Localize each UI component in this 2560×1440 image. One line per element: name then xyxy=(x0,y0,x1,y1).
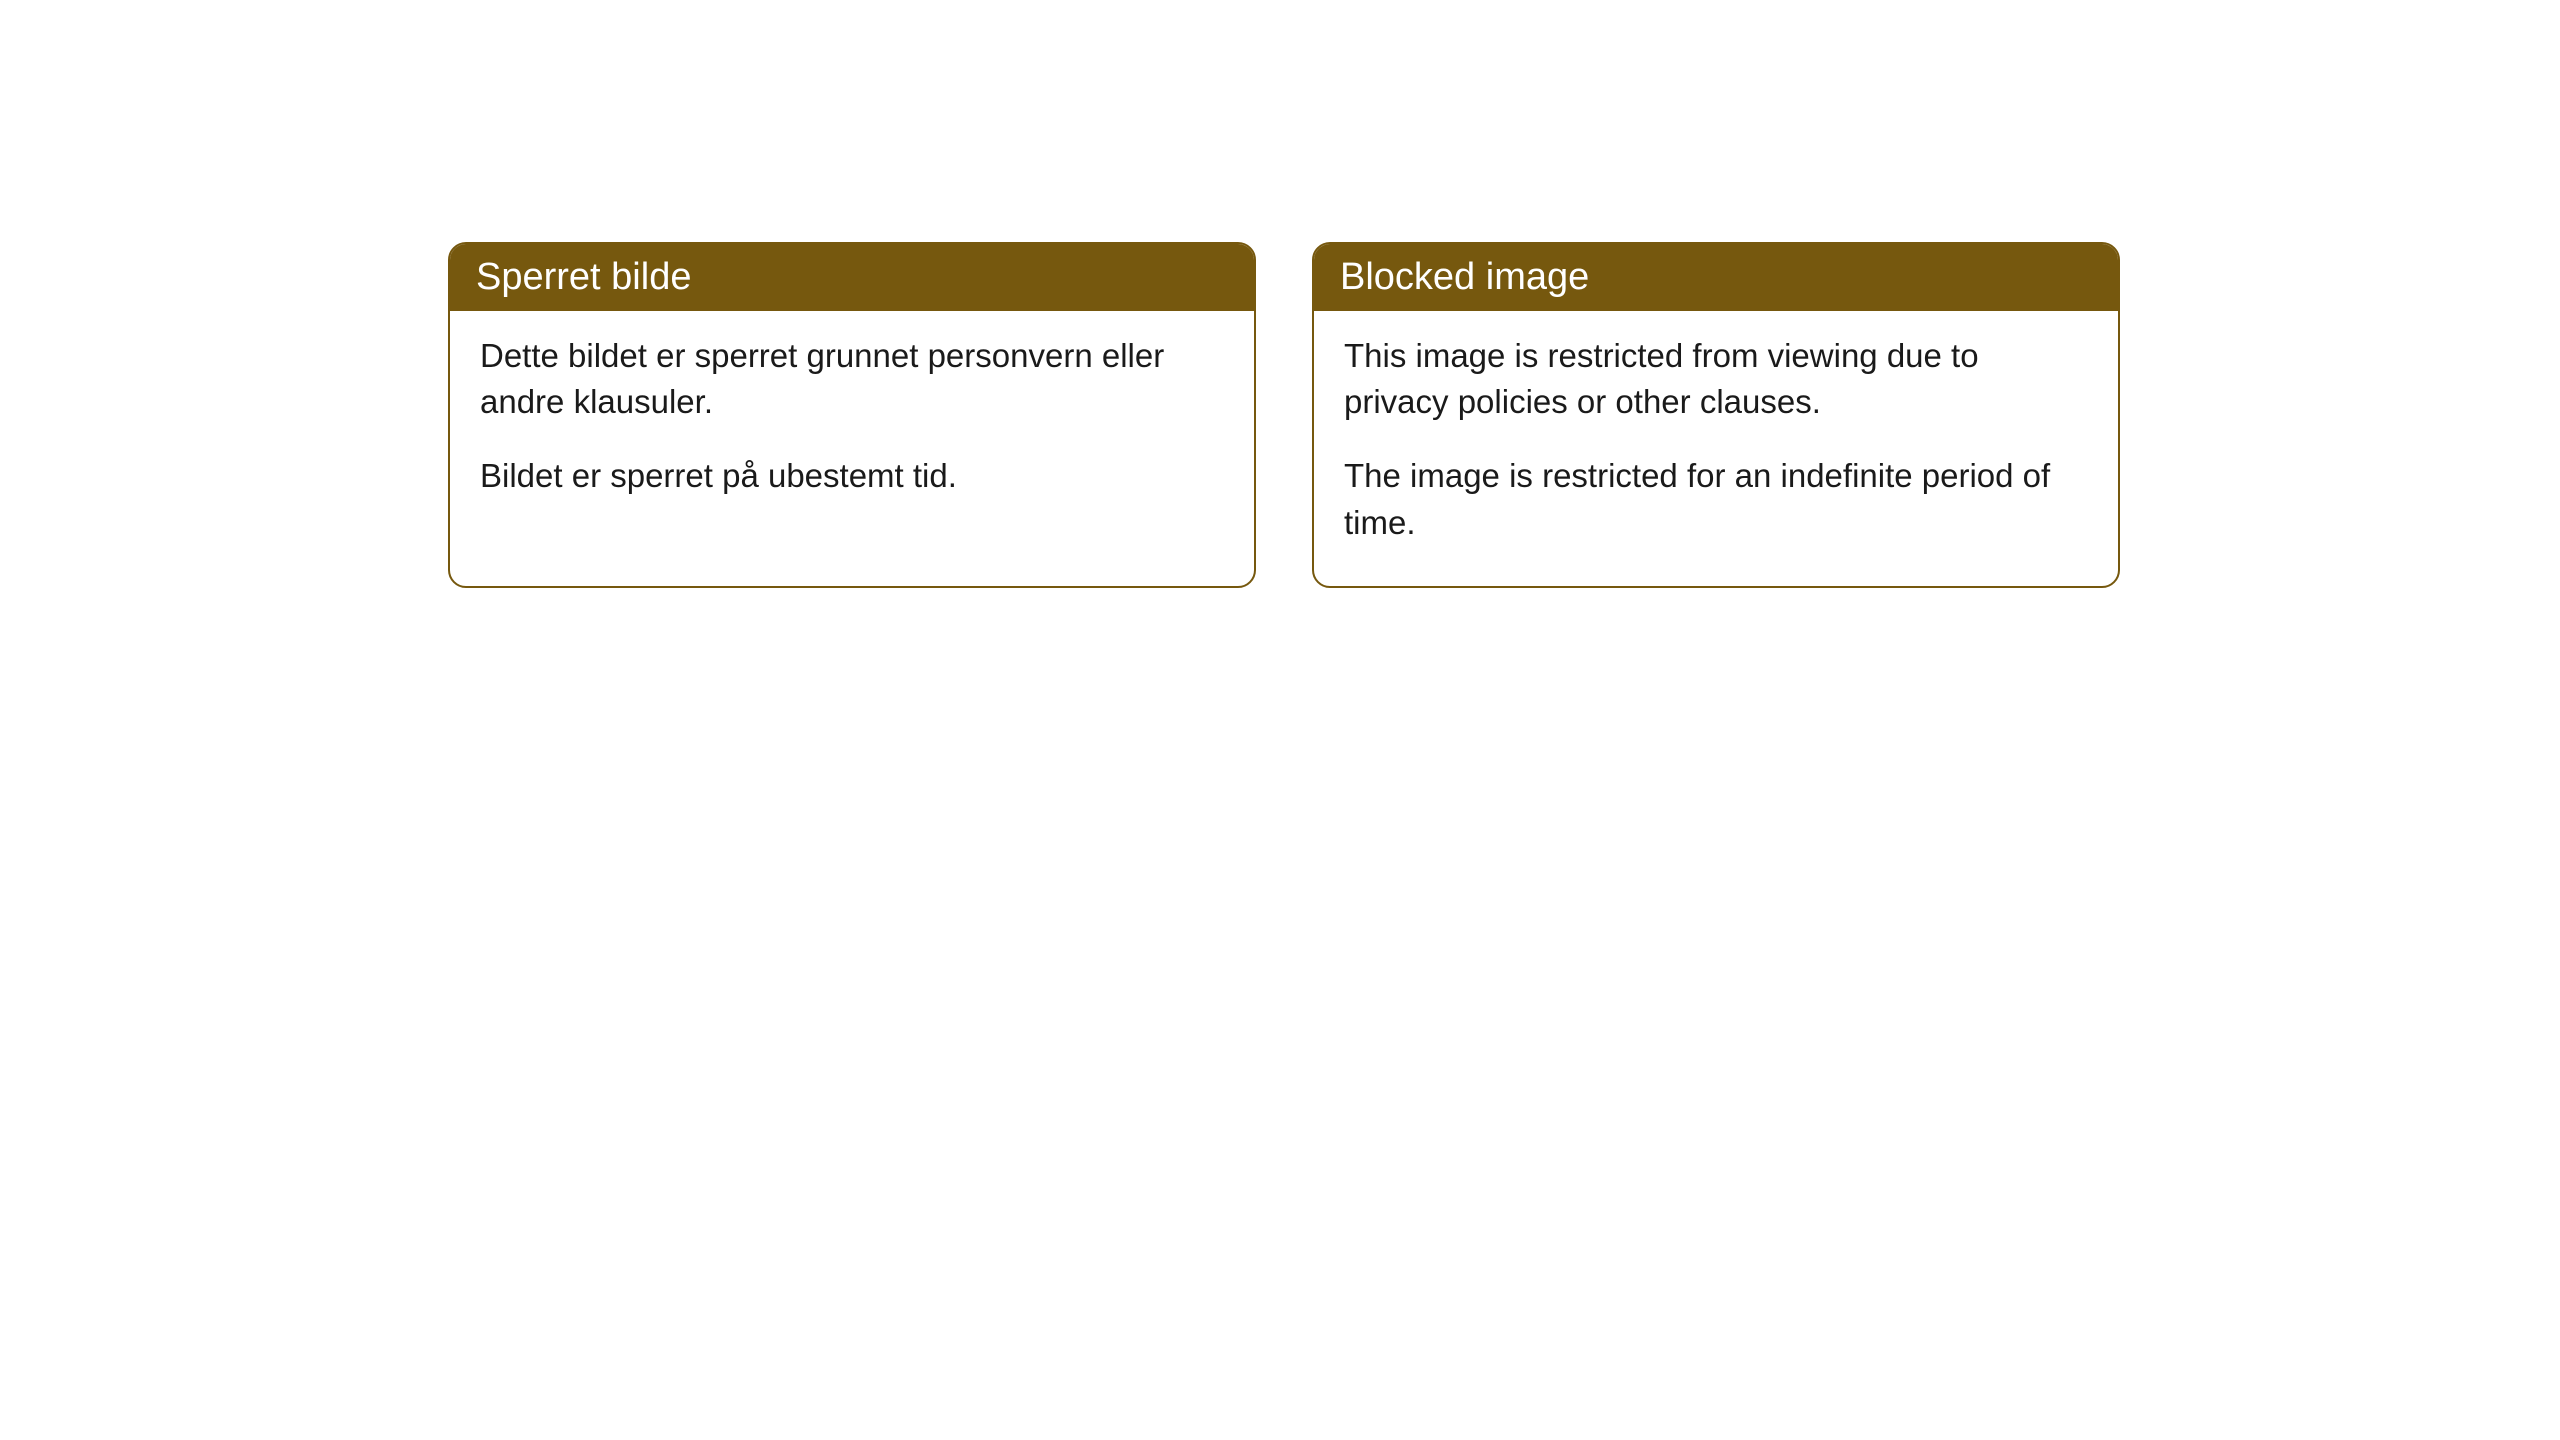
card-paragraph: This image is restricted from viewing du… xyxy=(1344,333,2088,425)
card-paragraph: Dette bildet er sperret grunnet personve… xyxy=(480,333,1224,425)
card-body: Dette bildet er sperret grunnet personve… xyxy=(450,311,1254,540)
card-body: This image is restricted from viewing du… xyxy=(1314,311,2118,586)
card-header: Blocked image xyxy=(1314,244,2118,311)
notice-card-norwegian: Sperret bilde Dette bildet er sperret gr… xyxy=(448,242,1256,588)
card-paragraph: The image is restricted for an indefinit… xyxy=(1344,453,2088,545)
card-header: Sperret bilde xyxy=(450,244,1254,311)
card-paragraph: Bildet er sperret på ubestemt tid. xyxy=(480,453,1224,499)
notice-card-english: Blocked image This image is restricted f… xyxy=(1312,242,2120,588)
notice-cards-container: Sperret bilde Dette bildet er sperret gr… xyxy=(448,242,2120,588)
card-title: Sperret bilde xyxy=(476,256,691,298)
card-title: Blocked image xyxy=(1340,256,1589,298)
